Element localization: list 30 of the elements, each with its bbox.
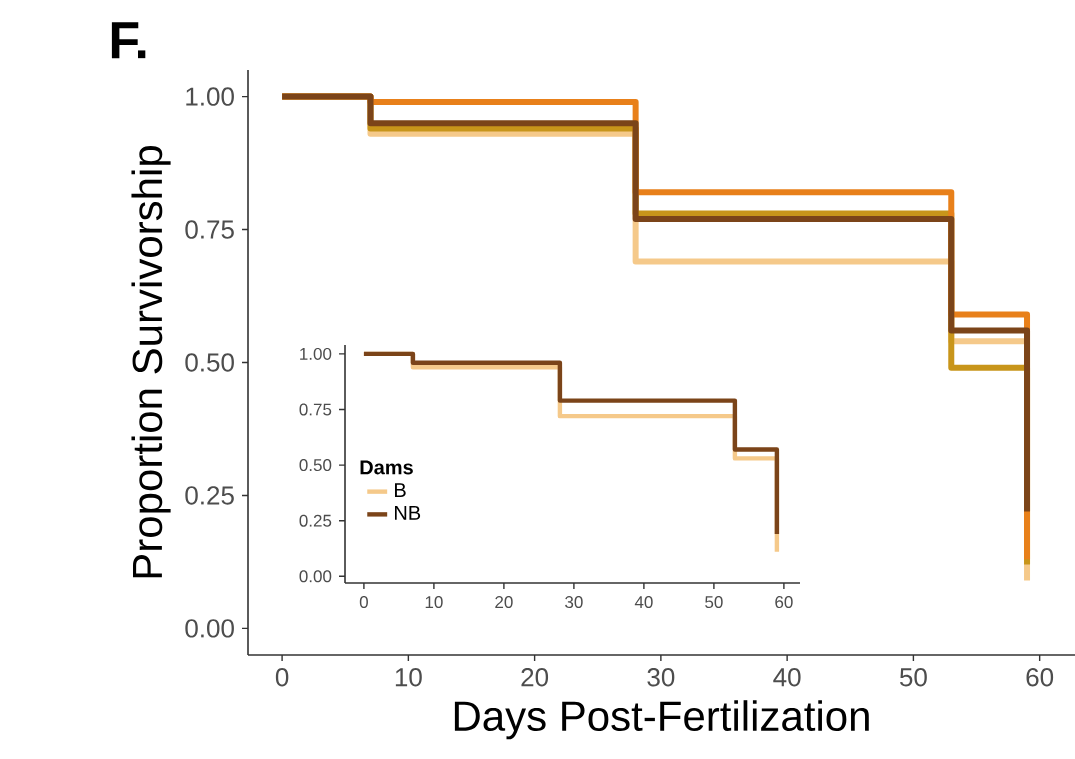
y-tick-label: 0.75 xyxy=(299,403,332,416)
y-tick-label: 0.50 xyxy=(185,353,234,372)
y-tick-label: 1.00 xyxy=(300,347,332,360)
y-tick-label: 0.00 xyxy=(299,570,332,583)
y-tick-label: 1.00 xyxy=(186,87,234,106)
x-tick-label: 60 xyxy=(1026,668,1054,687)
x-tick-label: 0 xyxy=(275,668,289,687)
x-tick-label: 40 xyxy=(634,596,653,609)
x-tick-label: 10 xyxy=(425,596,443,609)
x-tick-label: 10 xyxy=(395,668,422,687)
y-tick-label: 0.25 xyxy=(299,514,332,527)
x-tick-label: 30 xyxy=(565,596,583,609)
y-tick-label: 0.25 xyxy=(185,486,234,505)
y-tick-label: 0.75 xyxy=(185,220,234,239)
y-axis-title: Proportion Survivorship xyxy=(131,146,171,578)
legend-label: B xyxy=(395,483,406,498)
x-axis-title: Days Post-Fertilization xyxy=(454,700,869,740)
x-tick-label: 60 xyxy=(775,596,793,609)
x-tick-label: 20 xyxy=(521,668,549,687)
x-tick-label: 30 xyxy=(647,668,675,687)
chart-title: F. xyxy=(111,22,146,59)
legend-title: Dams xyxy=(360,460,413,475)
legend-label: NB xyxy=(395,505,421,520)
x-tick-label: 20 xyxy=(495,596,513,609)
x-tick-label: 50 xyxy=(899,668,927,687)
x-tick-label: 50 xyxy=(705,596,723,609)
y-tick-label: 0.00 xyxy=(185,619,234,638)
x-tick-label: 40 xyxy=(773,668,801,687)
x-tick-label: 0 xyxy=(359,596,368,609)
y-tick-label: 0.50 xyxy=(299,459,332,472)
